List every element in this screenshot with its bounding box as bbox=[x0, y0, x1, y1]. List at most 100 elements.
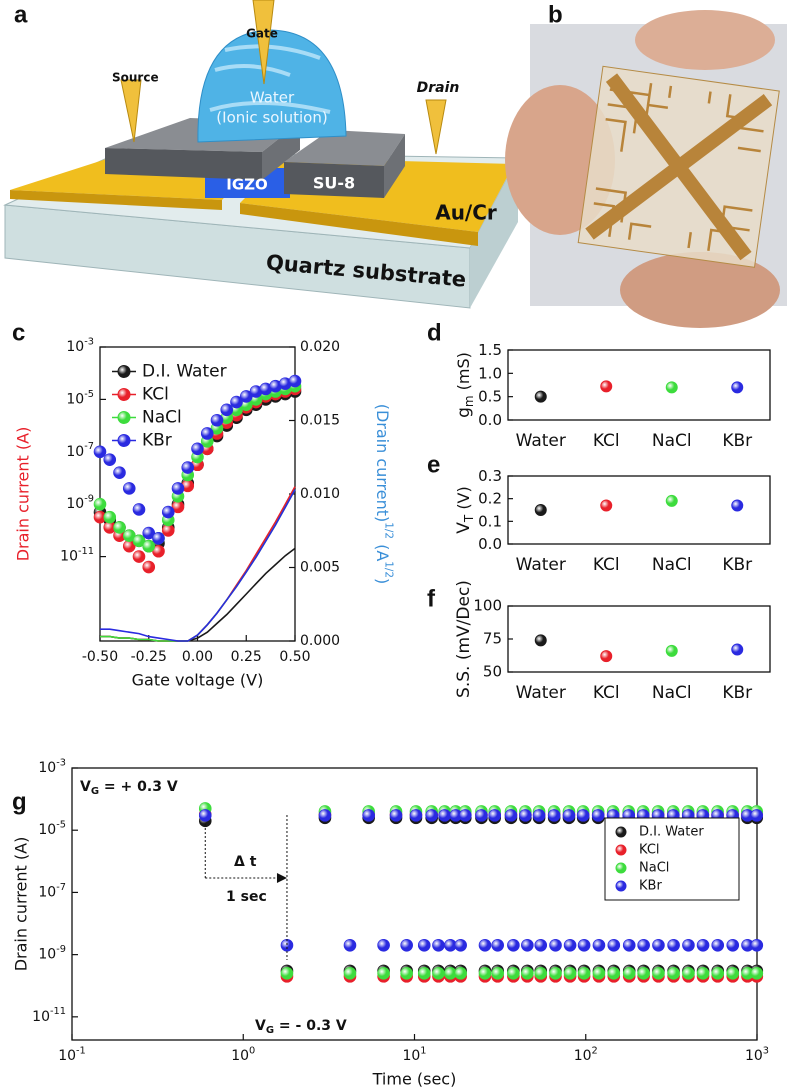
panel-label: f bbox=[427, 585, 436, 612]
x-axis-label: Time (sec) bbox=[372, 1070, 457, 1089]
panel-label: e bbox=[427, 451, 440, 478]
data-point bbox=[726, 967, 740, 980]
panel-label: b bbox=[548, 1, 563, 28]
tick-label-base: -0.50 bbox=[82, 649, 118, 665]
data-point bbox=[521, 938, 534, 952]
y2-line bbox=[100, 486, 296, 642]
data-point bbox=[622, 967, 636, 980]
tick-label: 1.0 bbox=[478, 364, 502, 382]
data-point bbox=[93, 497, 107, 511]
data-point bbox=[652, 967, 665, 980]
legend-label: KCl bbox=[142, 385, 169, 405]
data-point bbox=[417, 967, 431, 980]
tick-label: 1.5 bbox=[478, 341, 502, 359]
data-point bbox=[563, 967, 577, 980]
data-point bbox=[577, 967, 591, 980]
data-point bbox=[726, 938, 740, 952]
finger bbox=[635, 10, 775, 70]
tick-label: 0.010 bbox=[300, 486, 340, 502]
tick-label-exponent: 1 bbox=[420, 1045, 426, 1056]
y2-line bbox=[100, 547, 296, 642]
tick-label-base: 0.0 bbox=[478, 411, 502, 429]
tick-label: -0.25 bbox=[131, 649, 167, 665]
annotation: 1 sec bbox=[226, 889, 267, 905]
data-point bbox=[665, 381, 678, 394]
data-point bbox=[549, 967, 562, 980]
chip bbox=[577, 65, 780, 268]
igzo-label: IGZO bbox=[226, 176, 268, 194]
annotation-text: = - 0.3 V bbox=[274, 1018, 347, 1034]
tick-label: 10-1 bbox=[58, 1045, 86, 1064]
device-schematic: Source Gate Drain Water (Ionic solution)… bbox=[3, 0, 519, 309]
data-point bbox=[171, 482, 185, 495]
tick-label: 0.25 bbox=[231, 649, 262, 665]
data-point bbox=[318, 809, 332, 822]
y2-axis-label-exponent: 1/2 bbox=[382, 561, 394, 578]
data-point bbox=[562, 809, 576, 822]
y-axis-label: S.S. (mV/Dec) bbox=[454, 580, 474, 698]
data-point bbox=[343, 938, 357, 952]
legend-label: KBr bbox=[142, 431, 172, 451]
data-point bbox=[534, 634, 547, 647]
data-point bbox=[534, 938, 548, 952]
data-point bbox=[113, 466, 126, 479]
data-point bbox=[507, 967, 520, 980]
data-point bbox=[198, 809, 212, 822]
category-label: KBr bbox=[722, 555, 752, 575]
data-point bbox=[600, 650, 613, 663]
tick-label: 75 bbox=[483, 630, 502, 648]
data-point bbox=[600, 499, 613, 512]
tick-label-base: 10 bbox=[60, 549, 78, 565]
y-axis-label: Drain current (A) bbox=[12, 837, 31, 972]
panel-label: d bbox=[427, 319, 442, 346]
plot-frame bbox=[507, 475, 771, 545]
y2-axis-label-exponent: 1/2 bbox=[382, 522, 394, 539]
gold-left-edge bbox=[10, 190, 222, 210]
tick-label-base: 1.5 bbox=[478, 341, 502, 359]
category-label: KCl bbox=[593, 431, 620, 451]
data-point bbox=[459, 809, 472, 822]
tick-label: 0.5 bbox=[478, 387, 502, 405]
data-point bbox=[696, 938, 710, 952]
tick-label-exponent: 2 bbox=[592, 1045, 598, 1056]
category-label: Water bbox=[516, 431, 566, 451]
data-point bbox=[682, 967, 695, 980]
data-point bbox=[750, 809, 764, 822]
data-point bbox=[200, 427, 214, 440]
tick-label: 50 bbox=[483, 663, 502, 681]
plot-frame bbox=[507, 605, 771, 673]
tick-label-base: 10 bbox=[58, 1048, 76, 1064]
tick-label-base: 0.1 bbox=[478, 512, 502, 530]
data-point bbox=[280, 938, 294, 952]
data-point bbox=[563, 938, 577, 952]
ionic-label: (Ionic solution) bbox=[216, 109, 327, 127]
data-point bbox=[491, 938, 504, 952]
data-point bbox=[731, 643, 744, 656]
tick-label-base: 10 bbox=[745, 1048, 763, 1064]
legend-marker bbox=[615, 844, 627, 856]
data-point bbox=[519, 809, 532, 822]
y2-axis-label-part: ) bbox=[374, 578, 393, 584]
y-axis-label-symbol: g bbox=[454, 407, 474, 418]
tick-label-base: 0.015 bbox=[300, 413, 340, 429]
data-point bbox=[377, 967, 390, 980]
chip-traces bbox=[593, 83, 764, 251]
tick-label: -0.50 bbox=[82, 649, 118, 665]
gold-right-edge bbox=[240, 203, 478, 246]
data-point bbox=[521, 967, 534, 980]
data-point bbox=[93, 445, 107, 459]
tick-label: 0.005 bbox=[300, 560, 340, 576]
legend-marker bbox=[615, 862, 627, 874]
annotation: VG = - 0.3 V bbox=[255, 1018, 347, 1036]
annotation: Δ t bbox=[234, 854, 257, 870]
data-point bbox=[600, 380, 613, 393]
data-point bbox=[417, 938, 431, 952]
tick-label: 0.3 bbox=[478, 467, 502, 485]
tick-label: 10-9 bbox=[38, 944, 66, 963]
panel-label: g bbox=[12, 788, 27, 815]
y2-axis-label-part: (A bbox=[374, 539, 393, 561]
y2-line bbox=[100, 489, 296, 642]
data-point bbox=[577, 938, 591, 952]
data-point bbox=[667, 938, 680, 952]
